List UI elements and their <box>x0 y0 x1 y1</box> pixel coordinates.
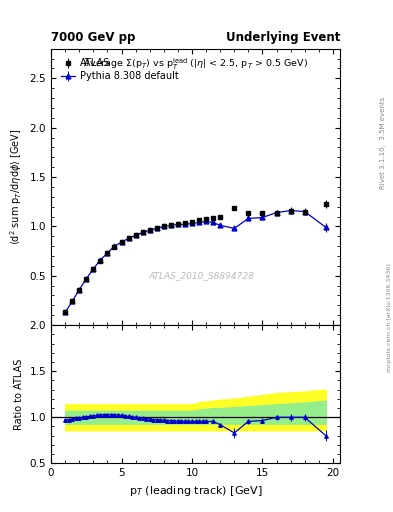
Text: Underlying Event: Underlying Event <box>226 31 340 44</box>
X-axis label: p$_T$ (leading track) [GeV]: p$_T$ (leading track) [GeV] <box>129 484 263 498</box>
Y-axis label: $\langle$d$^2$ sum p$_T$/d$\eta$d$\phi\rangle$ [GeV]: $\langle$d$^2$ sum p$_T$/d$\eta$d$\phi\r… <box>8 129 24 245</box>
Text: 7000 GeV pp: 7000 GeV pp <box>51 31 136 44</box>
Legend: ATLAS, Pythia 8.308 default: ATLAS, Pythia 8.308 default <box>57 54 183 85</box>
Text: Rivet 3.1.10,  3.5M events: Rivet 3.1.10, 3.5M events <box>380 97 386 189</box>
Text: Average $\Sigma$(p$_T$) vs p$_T^{\rm lead}$ ($|\eta|$ < 2.5, p$_T$ > 0.5 GeV): Average $\Sigma$(p$_T$) vs p$_T^{\rm lea… <box>83 57 308 72</box>
Text: ATLAS_2010_S8894728: ATLAS_2010_S8894728 <box>148 271 254 280</box>
Y-axis label: Ratio to ATLAS: Ratio to ATLAS <box>14 358 24 430</box>
Text: mcplots.cern.ch [arXiv:1306.3436]: mcplots.cern.ch [arXiv:1306.3436] <box>387 263 391 372</box>
